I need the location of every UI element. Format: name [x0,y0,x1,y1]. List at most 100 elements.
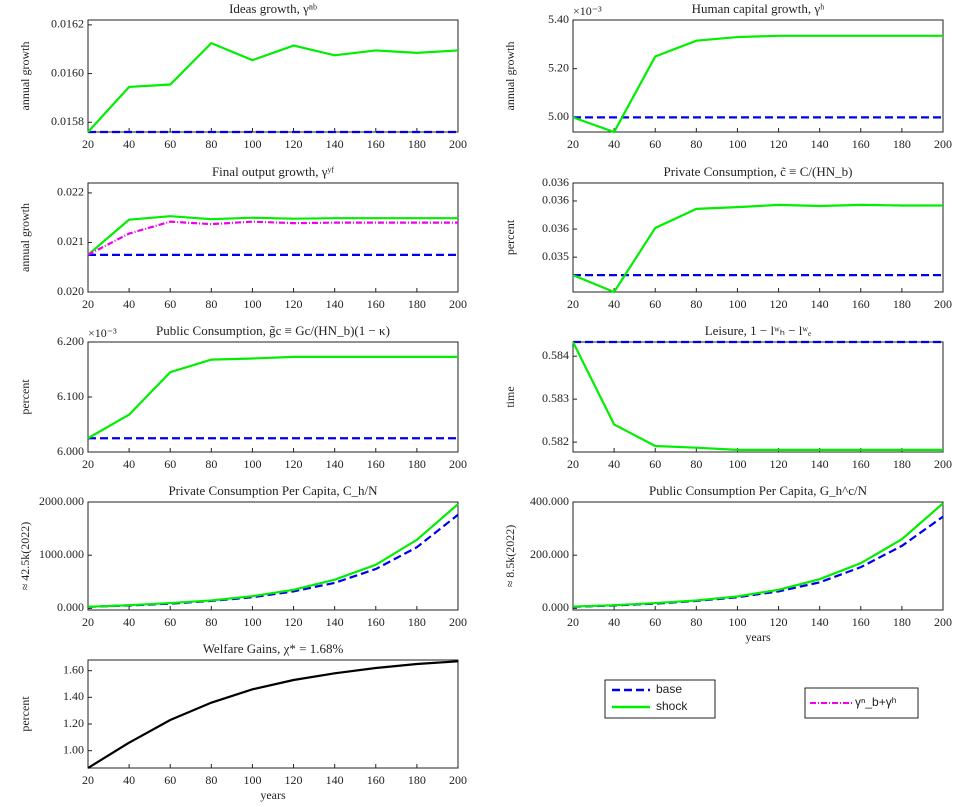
x-tick-label: 200 [449,297,467,311]
plot-area [572,341,944,453]
chart-title: Welfare Gains, χ* = 1.68% [203,641,344,656]
y-axis-label: percent [18,379,32,415]
panel: Ideas growth, γⁿᵇ annual growth 0.0158 0.01… [18,1,467,151]
x-tick-label: 80 [205,137,217,151]
plot-area [87,659,459,769]
x-tick-label: 40 [608,297,620,311]
panel: Final output growth, γʸᶠ annual growth 0.0… [18,164,467,311]
x-tick-label: 20 [567,615,579,629]
x-tick-label: 200 [449,615,467,629]
x-tick-label: 60 [164,457,176,471]
x-tick-label: 40 [608,457,620,471]
series-line [572,34,943,134]
y-tick-label: 5.40 [548,12,569,26]
x-tick-label: 140 [326,297,344,311]
x-tick-label: 40 [608,615,620,629]
x-tick-label: 80 [205,297,217,311]
y-tick-label: 1.00 [63,742,84,756]
x-tick-label: 180 [408,615,426,629]
plot-area [572,182,944,293]
x-tick-label: 200 [449,137,467,151]
x-tick-label: 100 [243,457,261,471]
series-line [87,215,458,256]
x-tick-label: 80 [690,457,702,471]
x-tick-label: 120 [285,773,303,787]
x-tick-label: 100 [243,297,261,311]
x-tick-label: 120 [285,615,303,629]
panel: Welfare Gains, χ* = 1.68% percent years 1.0… [18,641,467,802]
x-tick-label: 100 [728,137,746,151]
x-tick-label: 200 [934,615,952,629]
chart-title: Public Consumption Per Capita, G_h^c/N [649,483,868,498]
y-tick-label: 400.000 [530,494,569,508]
x-tick-label: 100 [728,297,746,311]
x-tick-label: 120 [770,137,788,151]
y-tick-label: 1.20 [63,716,84,730]
x-tick-label: 180 [893,297,911,311]
x-tick-label: 100 [243,615,261,629]
x-tick-label: 200 [449,457,467,471]
y-tick-label: 0.000 [57,600,84,614]
panel: Leisure, 1 − lʷₕ − lʷₑ time 0.582 0.583 0.58… [503,323,952,471]
x-tick-label: 140 [326,773,344,787]
y-tick-label: 0.021 [57,234,84,248]
plot-area [87,182,459,293]
series-line [87,220,458,256]
y-tick-label: 1.40 [63,689,84,703]
series-line [87,660,459,769]
chart-title: Final output growth, γʸᶠ [212,164,334,179]
x-tick-label: 60 [649,137,661,151]
x-tick-label: 200 [934,137,952,151]
x-tick-label: 120 [285,137,303,151]
x-tick-label: 60 [164,773,176,787]
y-tick-label: 200.000 [530,547,569,561]
x-tick-label: 160 [852,615,870,629]
series-line [572,502,944,608]
x-tick-label: 40 [608,137,620,151]
x-tick-label: 60 [649,615,661,629]
y-tick-label: 0.035 [542,249,569,263]
plot-area [87,341,459,453]
x-tick-label: 60 [649,457,661,471]
legend-label: base [656,682,682,696]
x-tick-label: 20 [567,457,579,471]
chart-title: Public Consumption, g̃c ≡ Gc/(HN_b)(1 − … [156,323,390,338]
x-tick-label: 140 [326,615,344,629]
legend-box [604,679,716,719]
x-tick-label: 160 [367,615,385,629]
x-tick-label: 60 [164,615,176,629]
panel: Private Consumption Per Capita, C_h/N ≈ 4… [18,483,467,629]
x-tick-label: 40 [123,297,135,311]
y-tick-label: 2000.000 [39,494,84,508]
chart-title: Private Consumption Per Capita, C_h/N [168,483,378,498]
x-axis-label: years [745,630,771,644]
y-tick-label: 1.60 [63,662,84,676]
x-tick-label: 140 [326,457,344,471]
series-line [87,41,459,133]
chart-title: Human capital growth, γʰ [692,1,825,16]
x-tick-label: 120 [770,615,788,629]
x-tick-label: 100 [243,773,261,787]
y-axis-label: annual growth [503,42,517,111]
y-tick-label: 5.20 [548,60,569,74]
y-tick-label: 0.036 [542,193,569,207]
x-tick-label: 40 [123,773,135,787]
x-tick-label: 160 [852,297,870,311]
y-axis-label: ≈ 8.5k(2022) [503,525,517,588]
x-tick-label: 60 [649,297,661,311]
chart-title: Private Consumption, c̃ ≡ C/(HN_b) [664,164,853,179]
x-tick-label: 20 [567,297,579,311]
x-tick-label: 140 [811,137,829,151]
x-tick-label: 100 [728,457,746,471]
y-tick-label: 0.582 [542,434,569,448]
panel: Private Consumption, c̃ ≡ C/(HN_b)percen… [503,164,952,311]
y-tick-label: 0.020 [57,284,84,298]
x-tick-label: 80 [690,297,702,311]
x-tick-label: 160 [852,457,870,471]
x-tick-label: 160 [367,137,385,151]
y-multiplier: ×10⁻³ [88,326,117,340]
series-line [87,503,459,608]
chart-title: Ideas growth, γⁿᵇ [229,1,317,16]
y-tick-label: 0.583 [542,391,569,405]
x-tick-label: 40 [123,137,135,151]
